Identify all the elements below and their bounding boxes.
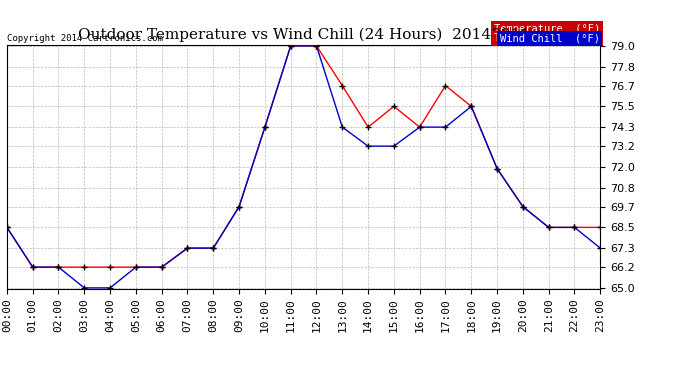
Text: Temperature  (°F): Temperature (°F) xyxy=(494,33,600,43)
Text: Copyright 2014 Cartronics.com: Copyright 2014 Cartronics.com xyxy=(7,34,163,43)
Text: Wind Chill  (°F): Wind Chill (°F) xyxy=(500,33,600,43)
Text: Wind Chill  (°F): Wind Chill (°F) xyxy=(500,24,600,34)
Text: Temperature  (°F): Temperature (°F) xyxy=(494,24,600,34)
Title: Outdoor Temperature vs Wind Chill (24 Hours)  20140811: Outdoor Temperature vs Wind Chill (24 Ho… xyxy=(77,28,530,42)
